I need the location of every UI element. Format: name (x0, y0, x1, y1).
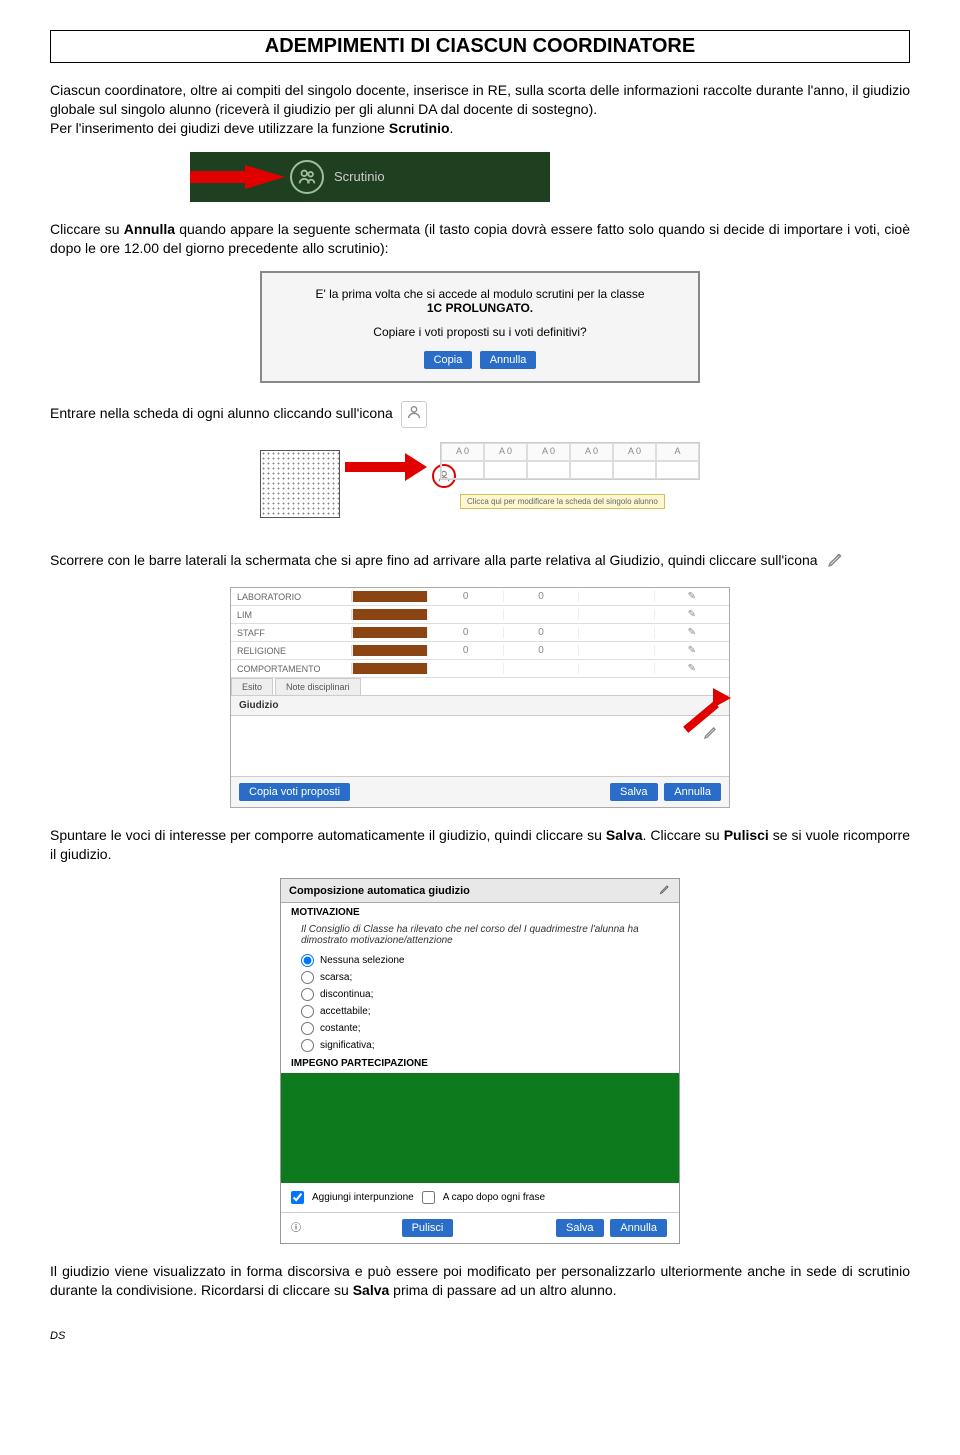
dialog-text-1: E' la prima volta che si accede al modul… (282, 287, 678, 301)
copia-voti-button[interactable]: Copia voti proposti (239, 783, 350, 801)
student-icon (401, 401, 427, 428)
paragraph-3: Entrare nella scheda di ogni alunno clic… (50, 401, 910, 428)
radio-option[interactable]: scarsa; (281, 969, 679, 986)
comp-foot: Aggiungi interpunzione A capo dopo ogni … (281, 1183, 679, 1212)
salva-button[interactable]: Salva (610, 783, 658, 801)
red-arrow-icon (713, 688, 731, 708)
radio-option[interactable]: discontinua; (281, 986, 679, 1003)
pencil-icon[interactable] (703, 724, 719, 743)
tabs: Esito Note disciplinari (231, 678, 729, 696)
comp-buttons: ⓘ Pulisci Salva Annulla (281, 1212, 679, 1243)
dialog-class: 1C PROLUNGATO. (282, 301, 678, 315)
red-arrow-icon (245, 165, 285, 189)
tooltip-hint: Clicca qui per modificare la scheda del … (460, 494, 665, 509)
radio-option[interactable]: accettabile; (281, 1003, 679, 1020)
title-box: ADEMPIMENTI DI CIASCUN COORDINATORE (50, 30, 910, 63)
green-area (281, 1073, 679, 1183)
impegno-label: IMPEGNO PARTECIPAZIONE (281, 1054, 679, 1073)
salva-button[interactable]: Salva (556, 1219, 604, 1237)
paragraph-4: Scorrere con le barre laterali la scherm… (50, 550, 910, 573)
red-arrow-icon (345, 462, 405, 472)
tab-esito[interactable]: Esito (231, 678, 273, 695)
copia-button[interactable]: Copia (424, 351, 473, 369)
page-title: ADEMPIMENTI DI CIASCUN COORDINATORE (51, 35, 909, 58)
subject-row: RELIGIONE00✎ (231, 642, 729, 660)
scrutinio-banner: Scrutinio (190, 152, 550, 202)
comp-header: Composizione automatica giudizio (281, 879, 679, 903)
annulla-button[interactable]: Annulla (664, 783, 721, 801)
radio-option[interactable]: significativa; (281, 1037, 679, 1054)
annulla-button[interactable]: Annulla (480, 351, 537, 369)
copy-dialog: E' la prima volta che si accede al modul… (260, 271, 700, 383)
subject-row: COMPORTAMENTO✎ (231, 660, 729, 678)
scrutinio-label[interactable]: Scrutinio (334, 169, 385, 184)
radio-option[interactable]: Nessuna selezione (281, 952, 679, 969)
paragraph-5: Spuntare le voci di interesse per compor… (50, 826, 910, 864)
help-icon[interactable]: ⓘ (291, 1219, 301, 1237)
paragraph-6: Il giudizio viene visualizzato in forma … (50, 1262, 910, 1300)
annulla-button[interactable]: Annulla (610, 1219, 667, 1237)
acapo-checkbox[interactable] (422, 1191, 435, 1204)
paragraph-1: Ciascun coordinatore, oltre ai compiti d… (50, 81, 910, 138)
subject-row: LABORATORIO00✎ (231, 588, 729, 606)
composizione-panel: Composizione automatica giudizio MOTIVAZ… (280, 878, 680, 1244)
grade-grid: A 0 A 0 A 0 A 0 A 0 A (440, 442, 700, 480)
subject-row: STAFF00✎ (231, 624, 729, 642)
grade-header-row: A 0 A 0 A 0 A 0 A 0 A (441, 443, 699, 461)
dialog-text-2: Copiare i voti proposti su i voti defini… (282, 325, 678, 339)
dialog-buttons: Copia Annulla (282, 351, 678, 369)
tab-note[interactable]: Note disciplinari (275, 678, 361, 695)
interpunzione-checkbox[interactable] (291, 1191, 304, 1204)
grade-data-row (441, 461, 699, 479)
panel-footer: Copia voti proposti Salva Annulla (231, 776, 729, 807)
motivazione-label: MOTIVAZIONE (281, 903, 679, 922)
pencil-icon (827, 550, 845, 573)
dotted-placeholder (260, 450, 340, 518)
student-grid-screenshot: A 0 A 0 A 0 A 0 A 0 A Clicca qui per mod… (260, 442, 700, 532)
paragraph-2: Cliccare su Annulla quando appare la seg… (50, 220, 910, 258)
giudizio-panel: LABORATORIO00✎ LIM✎ STAFF00✎ RELIGIONE00… (230, 587, 730, 808)
people-icon[interactable] (290, 160, 324, 194)
giudizio-textarea[interactable] (231, 716, 729, 776)
radio-option[interactable]: costante; (281, 1020, 679, 1037)
motivazione-desc: Il Consiglio di Classe ha rilevato che n… (281, 922, 679, 952)
pulisci-button[interactable]: Pulisci (402, 1219, 454, 1237)
footer-ds: DS (50, 1330, 910, 1342)
giudizio-header: Giudizio (231, 696, 729, 716)
pencil-icon[interactable] (659, 883, 671, 898)
subject-row: LIM✎ (231, 606, 729, 624)
